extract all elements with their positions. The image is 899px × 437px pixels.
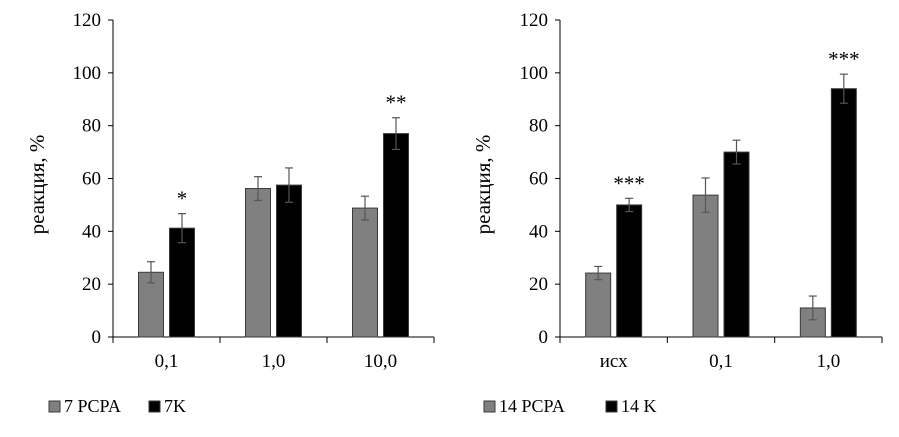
bar-7k xyxy=(169,227,195,338)
y-tick-label: 60 xyxy=(529,169,548,190)
legend-label: 14 PCPA xyxy=(499,396,565,416)
bar-14-k xyxy=(616,204,643,338)
bar-7k xyxy=(383,133,409,338)
bar-14-k xyxy=(830,88,857,338)
y-tick-label: 40 xyxy=(82,221,101,242)
bar-7-pcpa xyxy=(245,188,271,338)
y-tick-label: 20 xyxy=(82,274,101,295)
bar-14-pcpa xyxy=(692,194,719,338)
x-tick-label: 1,0 xyxy=(816,351,840,372)
bar-14-pcpa xyxy=(585,272,612,338)
y-tick-label: 100 xyxy=(520,63,549,84)
y-tick-label: 120 xyxy=(520,10,549,31)
significance-marker: ** xyxy=(386,91,407,115)
y-axis-title: реакция, % xyxy=(25,135,49,235)
legend-label: 7K xyxy=(164,396,186,416)
y-tick-label: 120 xyxy=(73,10,102,31)
y-tick-label: 20 xyxy=(529,274,548,295)
bar-7k xyxy=(276,184,302,338)
legend-label: 7 PCPA xyxy=(64,396,121,416)
y-tick-label: 80 xyxy=(529,116,548,137)
y-axis-title: реакция, % xyxy=(471,135,495,235)
legend-swatch xyxy=(148,400,161,413)
y-tick-label: 0 xyxy=(539,327,549,348)
legend-swatch xyxy=(483,400,496,413)
significance-marker: *** xyxy=(613,171,645,195)
x-tick-label: 0,1 xyxy=(155,351,179,372)
legend-label: 14 K xyxy=(621,396,657,416)
bar-14-k xyxy=(723,151,750,338)
chart-1: 0 20 40 60 80 100 120 реакция, % 0,1 * 1,0 10,0 ** 7 … xyxy=(25,10,435,416)
y-tick-label: 80 xyxy=(82,116,101,137)
x-tick-label: 0,1 xyxy=(709,351,733,372)
legend-swatch xyxy=(48,400,61,413)
x-tick-label: 10,0 xyxy=(364,351,397,372)
significance-marker: * xyxy=(177,187,188,211)
bar-7-pcpa xyxy=(352,207,378,338)
x-tick-label: 1,0 xyxy=(262,351,286,372)
significance-marker: *** xyxy=(828,47,860,71)
bar-7-pcpa xyxy=(138,271,164,338)
y-tick-label: 40 xyxy=(529,221,548,242)
legend-swatch xyxy=(605,400,618,413)
x-tick-label: исх xyxy=(600,351,628,372)
y-tick-label: 60 xyxy=(82,169,101,190)
y-tick-label: 100 xyxy=(73,63,102,84)
y-tick-label: 0 xyxy=(92,327,102,348)
chart-2: 0 20 40 60 80 100 120 реакция, % исх *** 0,1 1,0 ***… xyxy=(471,10,883,416)
